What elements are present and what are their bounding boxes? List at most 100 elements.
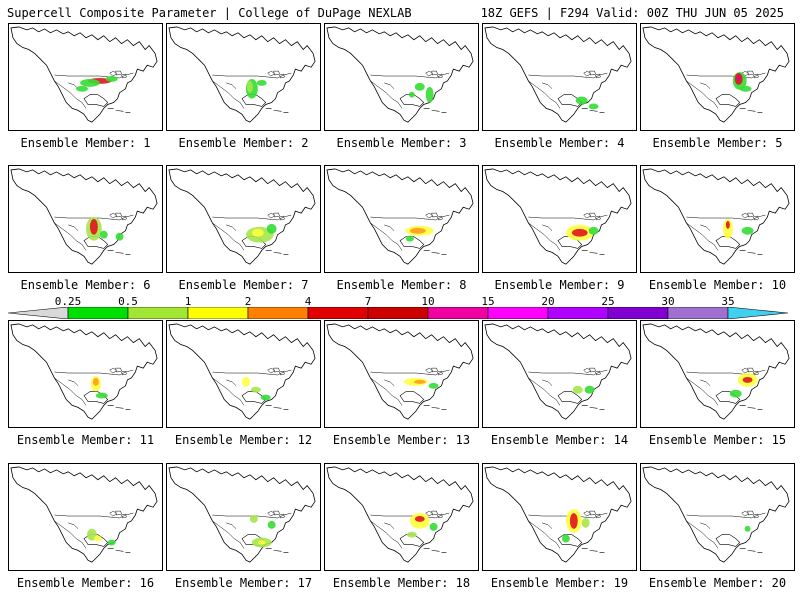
caribbean-islands [581,405,605,410]
scp-contour-green [405,235,414,242]
scp-contour-lime [246,80,253,93]
colorbar-tick-label: 1 [184,295,192,308]
great-lakes [741,367,759,376]
scp-contour-green [260,394,271,401]
us-canada-border [54,214,134,221]
map-panel-member-1 [8,23,163,131]
scp-contour-yellow [242,376,250,387]
coastline [168,168,316,265]
colorbar-segment [667,307,729,319]
us-canada-border [528,369,608,376]
map-canvas [10,168,158,265]
map-canvas [10,466,158,563]
scp-contour-green [425,86,434,103]
scp-contour-green [741,226,754,235]
map-panel-member-16 [8,463,163,571]
great-lakes [741,510,759,519]
colorbar-segment [427,307,489,319]
great-lakes [583,70,601,79]
scp-contour-green [267,520,276,529]
caribbean-islands [581,108,605,113]
scp-contour-green [575,96,588,105]
caribbean-islands [265,108,289,113]
mexico-outline [528,80,561,109]
scp-contour-green [408,91,415,98]
caribbean-islands [581,548,605,553]
great-lakes [109,510,127,519]
map-panel-member-15 [640,320,795,428]
mexico-outline [370,377,403,406]
scp-contour-green [115,232,124,241]
map-canvas [642,323,790,420]
map-canvas [326,466,474,563]
panel-label: Ensemble Member: 5 [652,136,783,150]
coastline [168,466,316,563]
colorbar-tick-label: 15 [481,295,495,308]
us-canada-border [528,214,608,221]
us-canada-border [686,512,766,519]
great-lakes [109,367,127,376]
gulf-coast [715,236,741,249]
coastline [10,26,158,123]
colorbar-segment [187,307,249,319]
scp-contour-magenta [736,75,741,81]
panel-label: Ensemble Member: 12 [174,433,313,447]
scp-contour-green [584,385,595,394]
map-panel-member-2 [166,23,321,131]
map-panel-member-5 [640,23,795,131]
map-panel-member-14 [482,320,637,428]
coastline [484,466,632,563]
map-canvas [326,168,474,265]
scp-contour-green [729,389,742,398]
colorbar-segment [247,307,309,319]
colorbar-segment [67,307,129,319]
colorbar-tick-label: 7 [364,295,372,308]
caribbean-islands [265,250,289,255]
colorbar-tick-label: 2 [244,295,252,308]
scp-contour-green [105,76,118,82]
gulf-coast [715,534,741,547]
scp-contour-lime [249,515,258,523]
gulf-coast [399,391,425,404]
coastline [642,323,790,420]
caribbean-islands [423,548,447,553]
page-title: Supercell Composite Parameter | College … [7,6,412,20]
panel-label: Ensemble Member: 15 [648,433,787,447]
us-canada-border [54,369,134,376]
map-panel-member-6 [8,165,163,273]
panel-label: Ensemble Member: 9 [494,278,625,292]
coastline [10,323,158,420]
coastline [326,26,474,123]
caribbean-islands [581,250,605,255]
coastline [642,466,790,563]
map-panel-member-4 [482,23,637,131]
mexico-outline [370,222,403,251]
great-lakes [267,70,285,79]
map-canvas [484,168,632,265]
map-panel-member-9 [482,165,637,273]
caribbean-islands [423,405,447,410]
scp-contour-green [256,79,267,86]
great-lakes [425,510,443,519]
map-canvas [168,466,316,563]
colorbar-tick-label: 0.5 [118,295,138,308]
panel-label: Ensemble Member: 20 [648,576,787,590]
mexico-outline [686,80,719,109]
mexico-outline [54,520,87,549]
map-canvas [10,26,158,123]
gulf-coast [399,94,425,107]
map-canvas [10,323,158,420]
scp-contour-red [742,376,753,383]
colorbar-segment [307,307,369,319]
us-canada-border [54,512,134,519]
panel-label: Ensemble Member: 3 [336,136,467,150]
mexico-outline [212,377,245,406]
coastline [326,466,474,563]
scp-contour-lime [572,385,583,394]
map-canvas [168,168,316,265]
mexico-outline [686,222,719,251]
scp-contour-green [588,103,599,110]
panel-label: Ensemble Member: 6 [20,278,151,292]
us-canada-border [686,369,766,376]
caribbean-islands [423,108,447,113]
